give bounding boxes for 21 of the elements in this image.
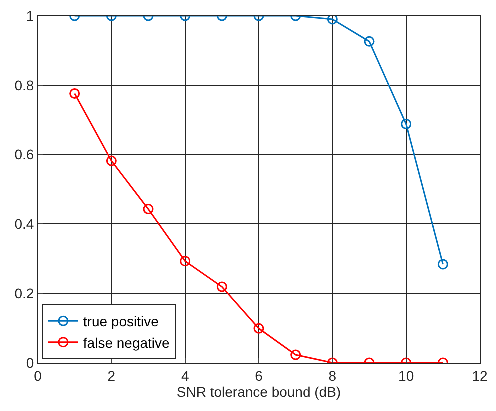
x-tick-label: 10	[398, 368, 414, 384]
x-tick-label: 12	[472, 368, 488, 384]
x-tick-label: 8	[328, 368, 337, 384]
point	[401, 119, 412, 130]
point	[106, 156, 117, 166]
y-tick-label: 0.6	[14, 146, 34, 163]
point	[180, 256, 191, 267]
x-tick-label: 2	[108, 368, 116, 384]
x-tick-label: 6	[255, 368, 264, 384]
y-tick-label: 0	[26, 354, 34, 371]
point	[216, 282, 228, 292]
y-tick-label: 0.2	[14, 286, 34, 302]
y-tick-label: 1	[26, 8, 34, 24]
point	[438, 259, 448, 270]
x-tick-label: 4	[181, 368, 190, 384]
y-tick-label: 0.8	[14, 77, 34, 94]
x-axis-title: SNR tolerance bound (dB)	[176, 384, 342, 400]
point	[143, 204, 154, 215]
legend-label: true positive	[83, 314, 160, 330]
y-tick-label: 0.4	[14, 216, 34, 232]
legend-label: false negative	[83, 334, 170, 351]
